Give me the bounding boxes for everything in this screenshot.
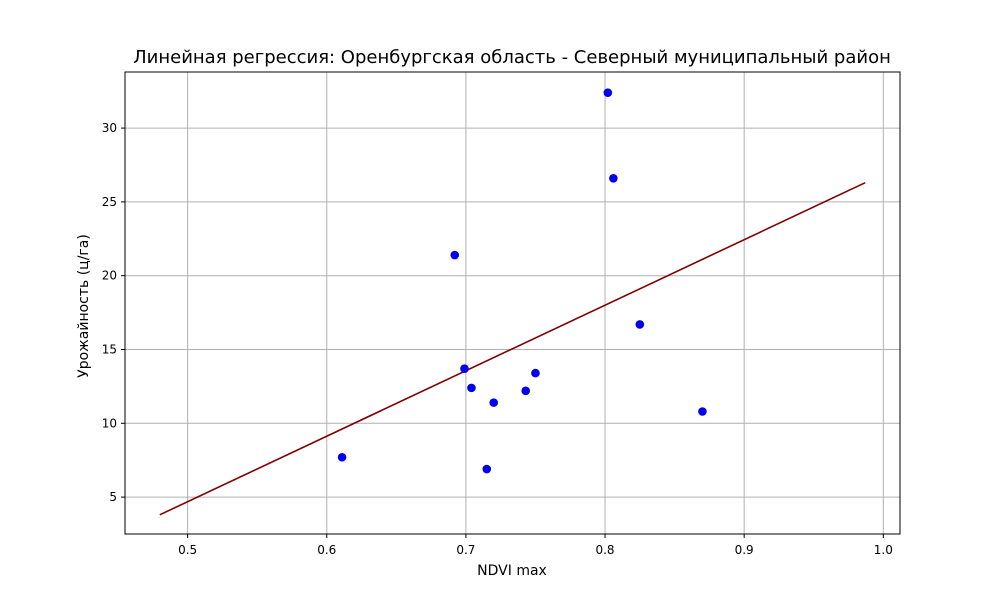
x-tick-label: 0.5 (178, 543, 197, 557)
y-tick-label: 20 (102, 269, 117, 283)
y-axis-label: Урожайность (ц/га) (76, 234, 92, 378)
x-axis-label: NDVI max (477, 563, 547, 579)
data-point (603, 88, 613, 97)
data-point (635, 320, 645, 329)
data-point (460, 364, 469, 373)
data-point (482, 464, 492, 474)
x-tick-label: 0.6 (317, 543, 336, 557)
y-tick-label: 10 (102, 416, 117, 430)
y-axis-ticks: 5 10 15 20 25 30 (102, 121, 125, 504)
data-point (521, 386, 531, 396)
chart-title: Линейная регрессия: Оренбургская область… (133, 47, 891, 68)
data-point (698, 407, 707, 416)
y-tick-label: 30 (102, 121, 117, 135)
y-tick-label: 5 (109, 490, 117, 504)
plot-frame (124, 71, 901, 535)
data-point (450, 250, 460, 260)
data-point (489, 398, 499, 407)
x-tick-label: 0.8 (595, 543, 614, 557)
data-points (337, 88, 707, 474)
y-tick-label: 25 (102, 195, 117, 209)
regression-line (159, 181, 866, 516)
regression-line-layer (159, 181, 866, 516)
x-tick-label: 1.0 (874, 543, 893, 557)
y-tick-label: 15 (102, 342, 117, 356)
x-tick-label: 0.7 (456, 543, 475, 557)
data-point (337, 452, 347, 462)
data-point (609, 173, 618, 183)
x-tick-label: 0.9 (735, 543, 754, 557)
x-axis-ticks: 0.5 0.6 0.7 0.8 0.9 1.0 (178, 534, 893, 557)
data-point (467, 383, 476, 393)
data-point (531, 368, 540, 378)
